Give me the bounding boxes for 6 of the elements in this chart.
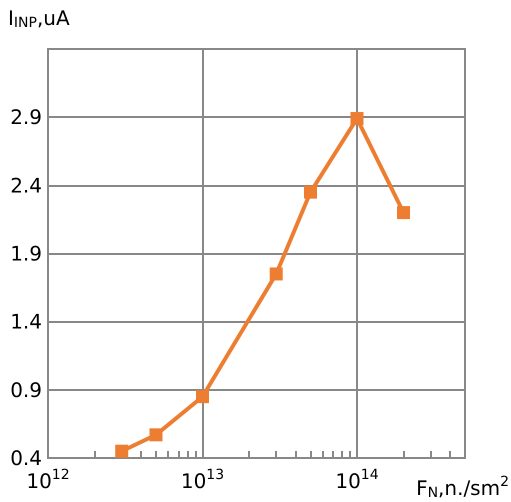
y-tick-label: 2.4	[10, 173, 42, 198]
y-tick-label: 1.4	[10, 310, 42, 334]
y-tick-label: 0.4	[10, 446, 42, 470]
y-tick-label: 1.9	[10, 242, 42, 266]
y-tick-label: 0.9	[10, 378, 42, 402]
y-tick-label: 2.9	[10, 105, 42, 130]
